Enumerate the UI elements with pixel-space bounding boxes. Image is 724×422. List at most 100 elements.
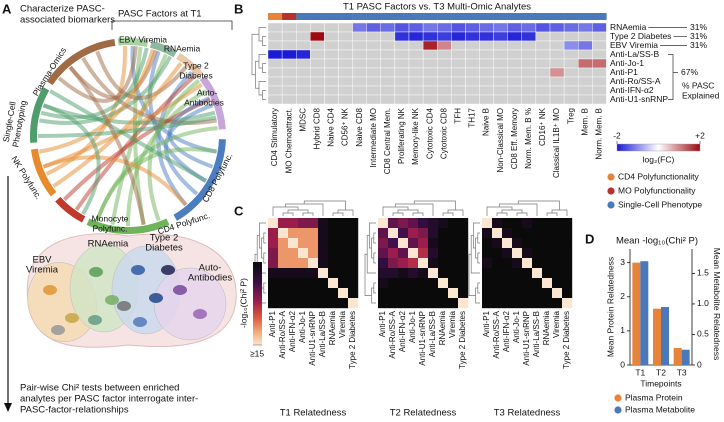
heatmap-cell xyxy=(512,298,523,309)
heatmap-cell xyxy=(542,288,553,299)
heatmap-cell xyxy=(448,288,459,299)
na-cell xyxy=(451,94,466,105)
chord-segment xyxy=(173,139,226,221)
dendrogram xyxy=(287,209,309,213)
chart-title: Mean -log₁₀(Chi² P) xyxy=(616,236,698,247)
heatmap-cell xyxy=(552,218,563,229)
na-cell xyxy=(324,85,339,96)
chord-segment xyxy=(150,40,177,58)
na-cell xyxy=(338,49,353,60)
heatmap-cell xyxy=(338,278,349,289)
na-cell xyxy=(310,58,325,69)
legend-label: MO Polyfunctionality xyxy=(618,185,696,195)
heatmap-cell xyxy=(492,268,503,279)
heatmap-cell xyxy=(338,268,349,279)
na-cell xyxy=(592,31,607,42)
na-cell xyxy=(507,40,523,51)
heatmap-cell xyxy=(512,278,523,289)
heatmap-cell xyxy=(492,248,503,259)
column-label: Anti-Ro/SS-A xyxy=(492,310,501,358)
heatmap-cell xyxy=(408,258,419,269)
na-cell xyxy=(479,49,494,60)
column-label: Anti-La/SS-B xyxy=(318,311,327,357)
heatmap-cell xyxy=(532,248,543,259)
bracket xyxy=(668,54,678,100)
na-cell xyxy=(267,67,283,78)
na-cell xyxy=(338,40,353,51)
heatmap-cell xyxy=(308,238,319,249)
na-cell xyxy=(549,76,565,87)
pasc-explained: 31% xyxy=(690,22,707,32)
analyte-icon xyxy=(51,325,65,335)
na-cell xyxy=(493,94,508,105)
heatmap-cell xyxy=(288,218,299,229)
na-cell xyxy=(366,31,382,42)
na-cell xyxy=(366,67,382,78)
y2-tick-label: 0 xyxy=(697,359,702,369)
na-cell xyxy=(338,76,353,87)
na-cell xyxy=(437,76,452,87)
heatmap-cell xyxy=(388,238,399,249)
na-cell xyxy=(493,67,508,78)
heatmap-cell xyxy=(348,238,359,249)
panel-title: T2 Relatedness xyxy=(390,408,457,419)
heatmap-cell xyxy=(532,218,543,229)
heatmap-cell xyxy=(502,268,513,279)
x-tick-label: T2 xyxy=(656,367,666,377)
na-cell xyxy=(380,31,396,42)
dendrogram xyxy=(517,200,560,210)
heatmap-cell xyxy=(268,228,279,239)
heatmap-cell xyxy=(479,22,494,33)
column-label: Viremia xyxy=(448,310,457,338)
heatmap-cell xyxy=(308,268,319,279)
na-cell xyxy=(549,85,565,96)
column-label: Treg xyxy=(566,108,575,124)
na-cell xyxy=(394,49,410,60)
column-label: CD8 Eff. Memory xyxy=(510,108,519,169)
heatmap-cell xyxy=(378,278,389,289)
heatmap-cell xyxy=(328,288,339,299)
heatmap-cell xyxy=(267,49,283,60)
heatmap-cell xyxy=(268,248,279,259)
column-label: TH17 xyxy=(468,107,477,127)
heatmap-cell xyxy=(448,258,459,269)
heatmap-cell xyxy=(408,288,419,299)
panel-a-title: associated biomarkers xyxy=(20,15,115,26)
heatmap-cell xyxy=(408,248,419,259)
chord xyxy=(95,147,217,222)
chord-segment xyxy=(199,75,226,130)
na-cell xyxy=(380,67,396,78)
na-cell xyxy=(549,49,565,60)
na-cell xyxy=(267,31,283,42)
column-label: TFH xyxy=(453,108,462,124)
heatmap-cell xyxy=(502,278,513,289)
segment-label: Monocyte xyxy=(92,213,129,223)
heatmap-cell xyxy=(422,31,438,42)
heatmap-cell xyxy=(348,268,359,279)
na-cell xyxy=(352,58,367,69)
heatmap-cell xyxy=(562,228,573,239)
heatmap-cell xyxy=(451,22,466,33)
heatmap-cell xyxy=(458,218,469,229)
heatmap-cell xyxy=(458,288,469,299)
heatmap-cell xyxy=(308,248,319,259)
heatmap-cell xyxy=(428,268,439,279)
y2-axis-label: Mean Metabolite Relatedness xyxy=(712,248,722,360)
dendrogram xyxy=(373,232,376,244)
heatmap-cell xyxy=(482,238,493,249)
heatmap-cell xyxy=(288,248,299,259)
na-cell xyxy=(563,31,579,42)
legend-swatch xyxy=(607,173,615,181)
heatmap-cell xyxy=(592,58,607,69)
column-label: Proliferating NK xyxy=(397,107,406,164)
dendrogram xyxy=(501,209,523,213)
legend-swatch xyxy=(614,394,622,402)
na-cell xyxy=(592,94,607,105)
heatmap-cell xyxy=(502,298,513,309)
na-cell xyxy=(380,49,396,60)
na-cell xyxy=(281,76,297,87)
column-label: Anti-Jo-1 xyxy=(298,310,307,343)
heatmap-cell xyxy=(278,298,289,309)
heatmap-cell xyxy=(552,258,563,269)
heatmap-cell xyxy=(448,238,459,249)
